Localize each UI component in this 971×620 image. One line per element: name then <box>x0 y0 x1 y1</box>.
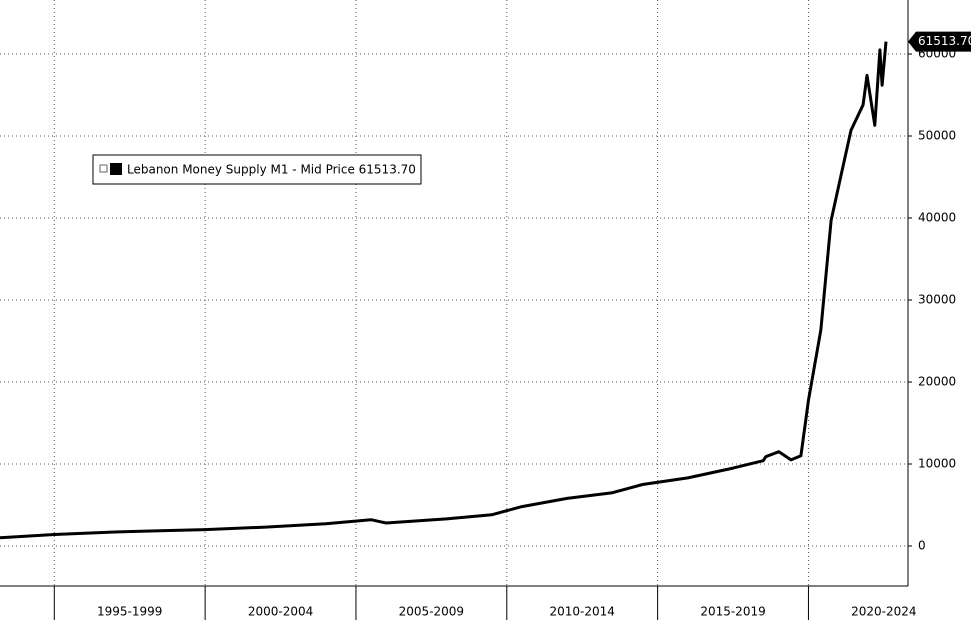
y-tick-label: 10000 <box>918 456 956 470</box>
y-tick-label: 0 <box>918 538 926 552</box>
x-tick-label: 2020-2024 <box>851 605 916 619</box>
data-line <box>0 41 888 540</box>
y-tick-label: 50000 <box>918 128 956 142</box>
x-tick-label: 1995-1999 <box>97 605 162 619</box>
y-tick-label: 20000 <box>918 374 956 388</box>
x-tick-label: 2000-2004 <box>248 605 313 619</box>
legend-box <box>92 154 422 185</box>
legend-label: Lebanon Money Supply M1 - Mid Price 6151… <box>127 163 416 177</box>
legend: Lebanon Money Supply M1 - Mid Price 6151… <box>92 154 422 185</box>
y-tick-label: 40000 <box>918 210 956 224</box>
x-tick-label: 2010-2014 <box>549 605 614 619</box>
y-tick-label: 30000 <box>918 292 956 306</box>
x-tick-label: 2005-2009 <box>399 605 464 619</box>
legend-swatch <box>110 163 122 175</box>
legend-toggle <box>99 164 108 173</box>
last-value-label: 61513.70 <box>918 34 971 48</box>
x-tick-label: 2015-2019 <box>700 605 765 619</box>
last-value-box <box>908 31 971 52</box>
